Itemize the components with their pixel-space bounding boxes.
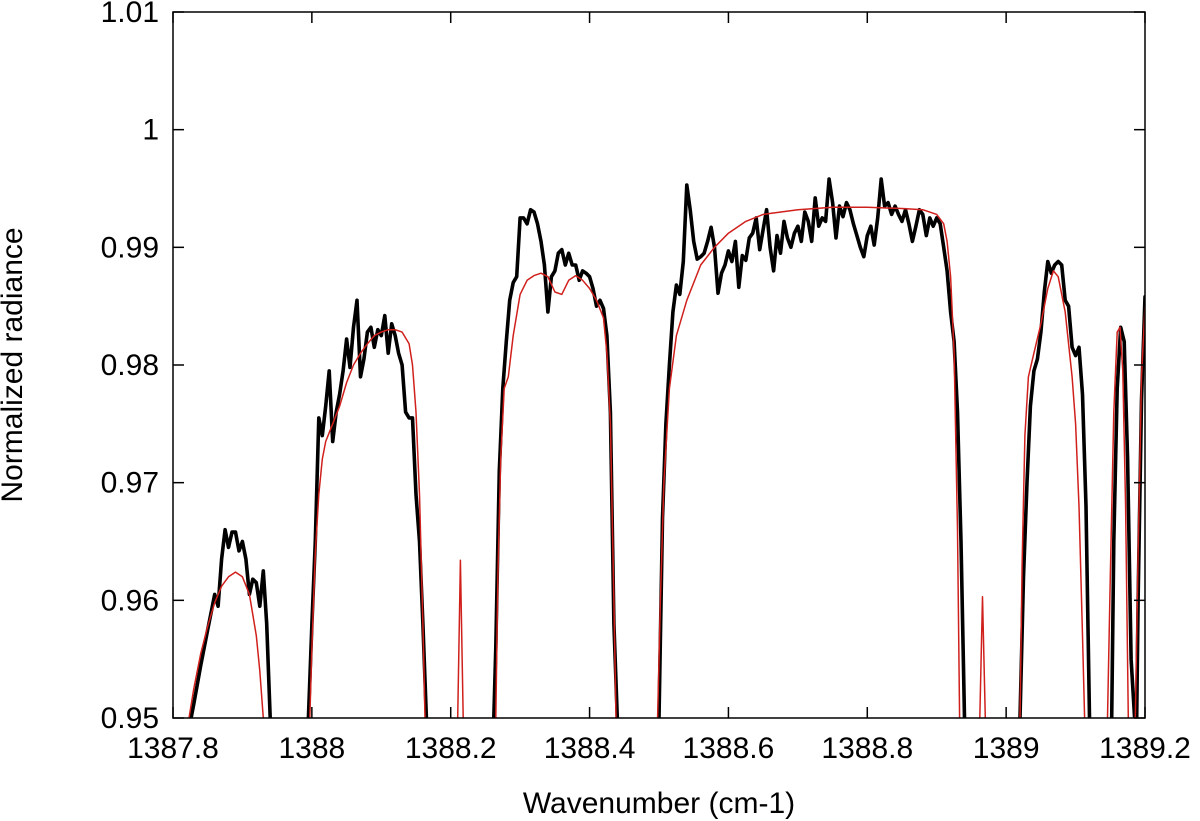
x-tick-label: 1388.6	[683, 732, 775, 765]
y-tick-label: 1.01	[101, 0, 159, 29]
series-line-segment	[1106, 326, 1130, 718]
x-tick-label: 1388.8	[821, 732, 913, 765]
series-layer	[188, 177, 1145, 718]
series-line-segment	[309, 328, 426, 718]
series-model	[188, 206, 1145, 718]
y-tick-label: 0.99	[101, 231, 159, 264]
x-axis-label: Wavenumber (cm-1)	[523, 787, 795, 820]
y-tick-label: 0.98	[101, 349, 159, 382]
y-tick-label: 1	[142, 114, 159, 147]
y-tick-label: 0.95	[101, 702, 159, 735]
series-line-segment	[495, 272, 617, 718]
x-tick-label: 1388.4	[544, 732, 636, 765]
series-line-segment	[1109, 325, 1137, 718]
ticks-layer: 1387.8 1388 1388.2 1388.4 1388.6 1388.8 1389 13…	[101, 0, 1191, 765]
x-tick-label: 1389.2	[1099, 732, 1191, 765]
plot-frame	[172, 11, 1146, 719]
x-tick-label: 1388	[278, 732, 345, 765]
series-line-segment	[657, 177, 967, 718]
x-tick-label: 1388.2	[405, 732, 497, 765]
series-line-segment	[1018, 259, 1092, 718]
series-line-segment	[306, 298, 429, 718]
x-tick-label: 1387.8	[127, 732, 219, 765]
series-line-segment	[491, 207, 620, 718]
y-tick-label: 0.97	[101, 467, 159, 500]
y-axis-label: Normalized radiance	[0, 227, 29, 502]
y-tick-label: 0.96	[101, 584, 159, 617]
series-line-segment	[456, 559, 464, 718]
series-line-segment	[1134, 305, 1145, 718]
x-tick-label: 1389	[973, 732, 1040, 765]
series-line-segment	[188, 571, 265, 718]
series-line-segment	[1134, 294, 1145, 718]
series-line-segment	[656, 206, 961, 718]
series-line-segment	[1019, 270, 1086, 718]
series-line-segment	[979, 596, 987, 718]
series-line-segment	[189, 527, 273, 718]
series-measured	[189, 177, 1145, 718]
